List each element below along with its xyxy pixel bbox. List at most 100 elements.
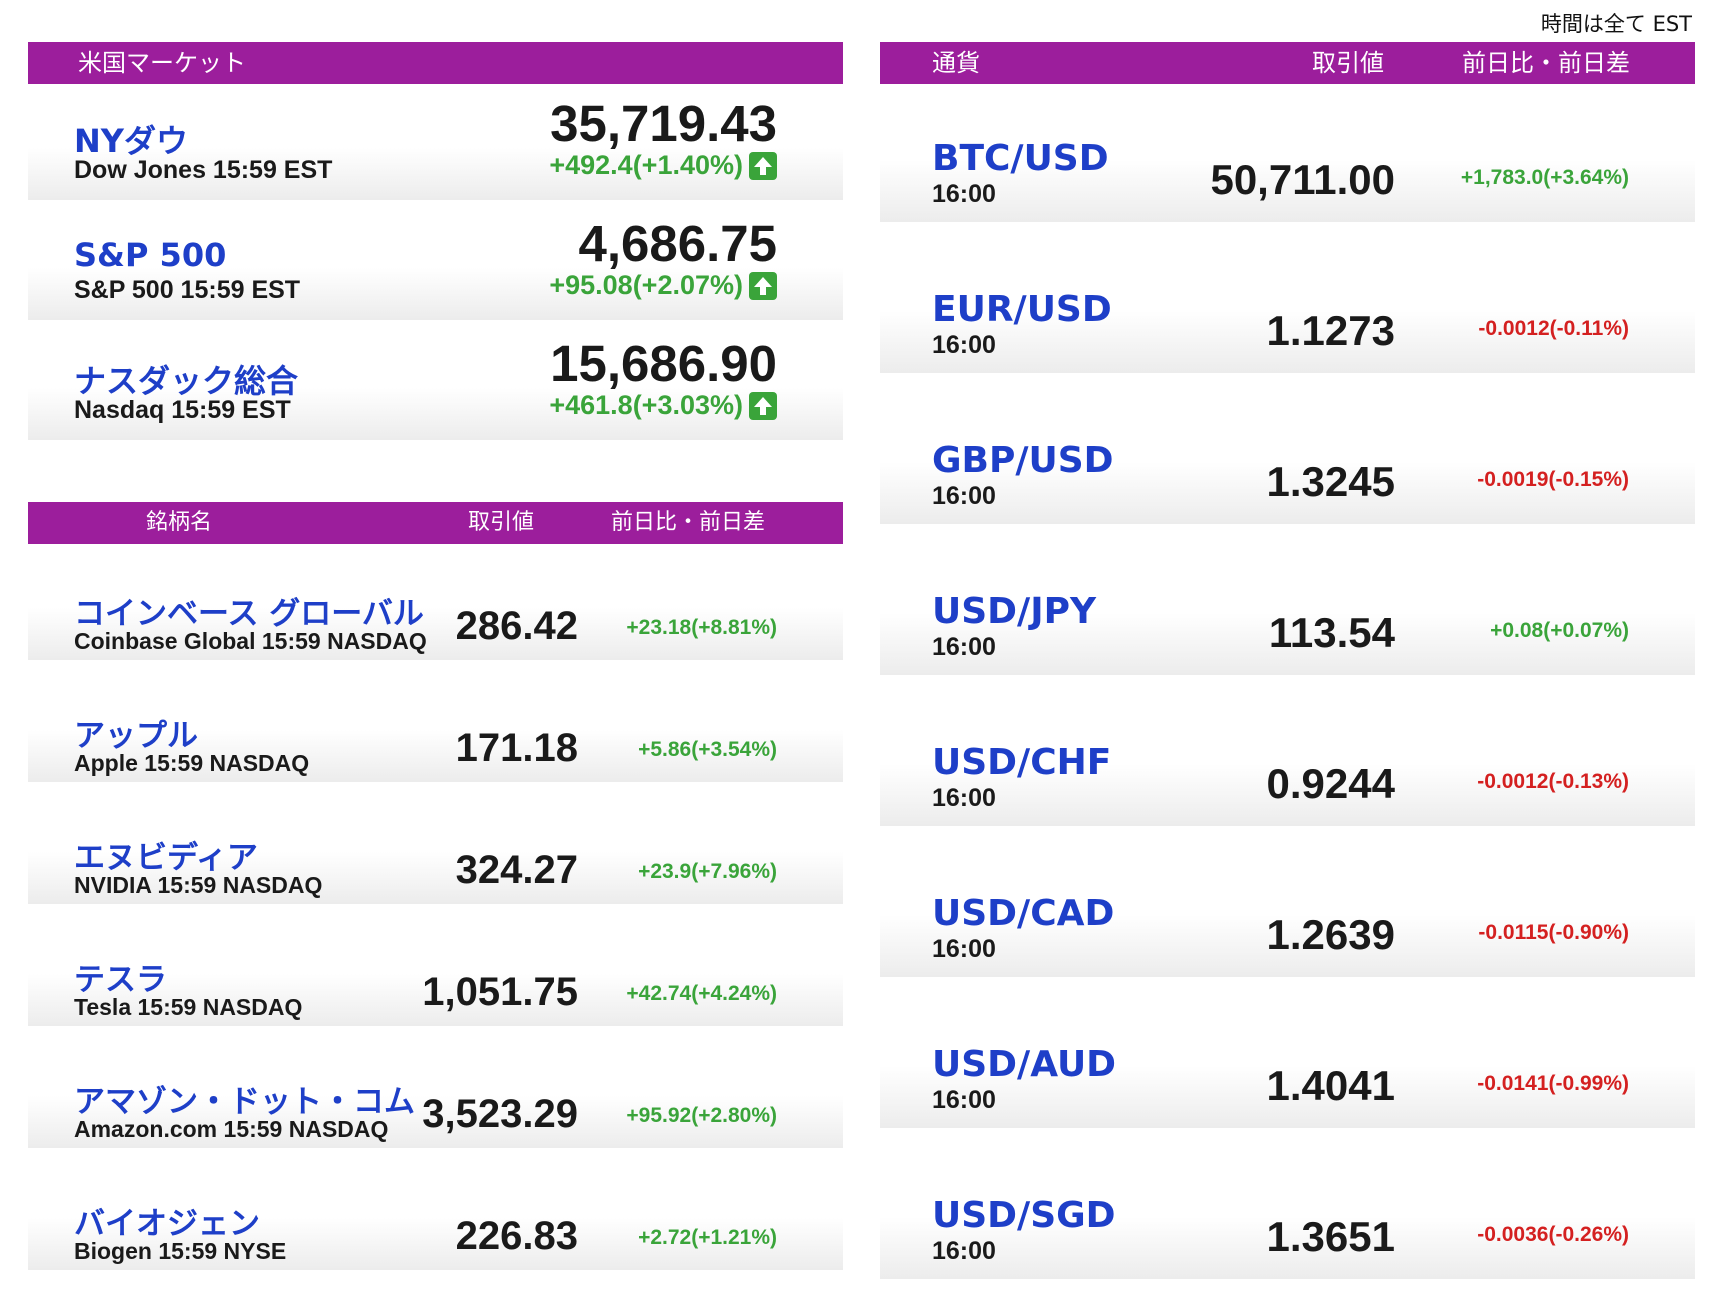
index-name-jp: S&P 500 <box>74 236 227 274</box>
index-name-jp: ナスダック総合 <box>74 362 299 400</box>
currency-change: +0.08(+0.07%) <box>1490 619 1629 642</box>
currency-time: 16:00 <box>932 1086 996 1114</box>
stocks-header-price: 取引値 <box>468 510 535 535</box>
currency-pair: EUR/USD <box>932 289 1112 330</box>
stock-change: +23.18(+8.81%) <box>626 616 777 639</box>
currency-header-price: 取引値 <box>1312 49 1384 77</box>
stock-row: バイオジェン Biogen 15:59 NYSE 226.83 +2.72(+1.21… <box>28 1154 843 1270</box>
arrow-up-icon <box>749 272 777 300</box>
stock-name-en: Coinbase Global 15:59 NASDAQ <box>74 628 427 654</box>
currency-value: 113.54 <box>1268 609 1395 656</box>
stock-name-jp: アップル <box>74 718 198 754</box>
currency-pair: USD/SGD <box>932 1195 1116 1236</box>
stock-change: +95.92(+2.80%) <box>626 1104 777 1127</box>
currency-value: 1.1273 <box>1266 307 1395 354</box>
stock-change: +23.9(+7.96%) <box>638 860 777 883</box>
index-row: NYダウ Dow Jones 15:59 EST 35,719.43 +492.4(+… <box>28 84 843 200</box>
stock-name-jp: テスラ <box>74 962 167 998</box>
stock-name-en: Biogen 15:59 NYSE <box>74 1238 287 1264</box>
currency-time: 16:00 <box>932 935 996 963</box>
index-value: 4,686.75 <box>578 215 777 272</box>
stock-name-en: Apple 15:59 NASDAQ <box>74 750 310 776</box>
currency-pair: USD/JPY <box>932 591 1097 632</box>
currency-change: -0.0115(-0.90%) <box>1478 921 1629 944</box>
stock-row: テスラ Tesla 15:59 NASDAQ 1,051.75 +42.74(+4.2… <box>28 910 843 1026</box>
currency-value: 1.3245 <box>1266 458 1395 505</box>
currency-row: USD/AUD 16:00 1.4041 -0.0141(-0.99%) <box>880 990 1695 1128</box>
currency-value: 0.9244 <box>1266 760 1395 807</box>
stock-row: コインベース グローバル Coinbase Global 15:59 NASDAQ… <box>28 544 843 660</box>
index-change: +461.8(+3.03%) <box>549 390 743 420</box>
us-market-title: 米国マーケット <box>78 49 246 77</box>
stock-change: +5.86(+3.54%) <box>638 738 777 761</box>
stock-name-en: NVIDIA 15:59 NASDAQ <box>74 872 323 898</box>
currency-value: 1.3651 <box>1266 1213 1395 1260</box>
currency-value: 50,711.00 <box>1210 156 1395 203</box>
stock-value: 3,523.29 <box>422 1092 578 1136</box>
currency-header: 通貨 取引値 前日比・前日差 <box>880 42 1695 84</box>
stocks-header-change: 前日比・前日差 <box>611 510 766 535</box>
currency-pair: USD/CHF <box>932 742 1112 783</box>
currency-time: 16:00 <box>932 482 996 510</box>
stock-name-en: Amazon.com 15:59 NASDAQ <box>74 1116 389 1142</box>
stock-value: 226.83 <box>455 1214 578 1258</box>
stock-value: 171.18 <box>455 726 578 770</box>
index-value: 15,686.90 <box>550 335 777 392</box>
currency-row: GBP/USD 16:00 1.3245 -0.0019(-0.15%) <box>880 386 1695 524</box>
currency-value: 1.4041 <box>1266 1062 1395 1109</box>
index-name-en: S&P 500 15:59 EST <box>74 276 301 304</box>
stock-value: 286.42 <box>455 604 578 648</box>
currency-header-change: 前日比・前日差 <box>1462 49 1630 77</box>
index-row: ナスダック総合 Nasdaq 15:59 EST 15,686.90 +461.8(+… <box>28 324 843 440</box>
currency-change: -0.0036(-0.26%) <box>1477 1223 1629 1246</box>
stocks-header-name: 銘柄名 <box>146 510 213 535</box>
arrow-up-icon <box>749 152 777 180</box>
stocks-header: 銘柄名 取引値 前日比・前日差 <box>28 502 843 544</box>
currency-value: 1.2639 <box>1266 911 1395 958</box>
stock-name-jp: エヌビディア <box>74 840 258 876</box>
index-name-jp: NYダウ <box>74 122 188 160</box>
stock-name-jp: バイオジェン <box>74 1206 260 1242</box>
stock-name-en: Tesla 15:59 NASDAQ <box>74 994 303 1020</box>
stock-name-jp: アマゾン・ドット・コム <box>74 1084 415 1120</box>
currency-pair: USD/AUD <box>932 1044 1117 1085</box>
currency-pair: GBP/USD <box>932 440 1114 481</box>
index-name-en: Nasdaq 15:59 EST <box>74 396 291 424</box>
stock-change: +42.74(+4.24%) <box>626 982 777 1005</box>
currency-change: +1,783.0(+3.64%) <box>1460 166 1629 189</box>
index-row: S&P 500 S&P 500 15:59 EST 4,686.75 +95.08(+… <box>28 204 843 320</box>
currency-row: USD/CHF 16:00 0.9244 -0.0012(-0.13%) <box>880 688 1695 826</box>
currency-row: USD/CAD 16:00 1.2639 -0.0115(-0.90%) <box>880 839 1695 977</box>
us-market-header: 米国マーケット <box>28 42 843 84</box>
currency-time: 16:00 <box>932 784 996 812</box>
currency-time: 16:00 <box>932 331 996 359</box>
currency-change: -0.0019(-0.15%) <box>1477 468 1629 491</box>
stock-row: アップル Apple 15:59 NASDAQ 171.18 +5.86(+3.54%… <box>28 666 843 782</box>
currency-pair: USD/CAD <box>932 893 1115 934</box>
index-value: 35,719.43 <box>550 95 777 152</box>
index-name-en: Dow Jones 15:59 EST <box>74 156 333 184</box>
stock-row: エヌビディア NVIDIA 15:59 NASDAQ 324.27 +23.9(+7.… <box>28 788 843 904</box>
currency-row: BTC/USD 16:00 50,711.00 +1,783.0(+3.64%) <box>880 84 1695 222</box>
stocks-panel: コインベース グローバル Coinbase Global 15:59 NASDAQ… <box>28 544 843 1280</box>
arrow-up-icon <box>749 392 777 420</box>
currency-change: -0.0012(-0.13%) <box>1477 770 1629 793</box>
currency-time: 16:00 <box>932 180 996 208</box>
currency-time: 16:00 <box>932 633 996 661</box>
currency-panel: BTC/USD 16:00 50,711.00 +1,783.0(+3.64%) EUR… <box>880 84 1695 1284</box>
currency-row: USD/JPY 16:00 113.54 +0.08(+0.07%) <box>880 537 1695 675</box>
currency-time: 16:00 <box>932 1237 996 1265</box>
currency-change: -0.0141(-0.99%) <box>1477 1072 1629 1095</box>
stock-change: +2.72(+1.21%) <box>638 1226 777 1249</box>
currency-row: EUR/USD 16:00 1.1273 -0.0012(-0.11%) <box>880 235 1695 373</box>
currency-header-name: 通貨 <box>932 49 980 77</box>
stock-row: アマゾン・ドット・コム Amazon.com 15:59 NASDAQ 3,523.… <box>28 1032 843 1148</box>
timezone-note: 時間は全て EST <box>1540 12 1692 36</box>
currency-pair: BTC/USD <box>932 138 1109 179</box>
stock-name-jp: コインベース グローバル <box>74 596 424 632</box>
index-change: +95.08(+2.07%) <box>549 270 743 300</box>
index-change: +492.4(+1.40%) <box>549 150 743 180</box>
stock-value: 1,051.75 <box>422 970 578 1014</box>
currency-change: -0.0012(-0.11%) <box>1478 317 1629 340</box>
stock-value: 324.27 <box>455 848 578 892</box>
